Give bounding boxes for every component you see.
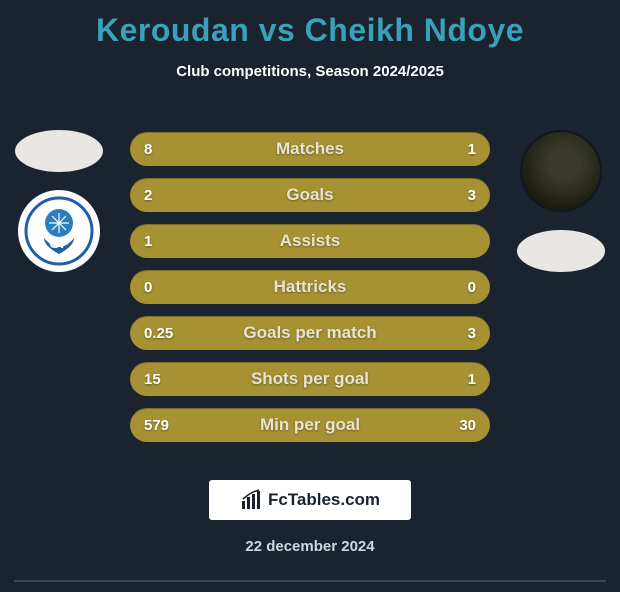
stat-right-value: 1	[468, 132, 476, 166]
stat-label: Goals	[130, 178, 490, 212]
snapshot-date: 22 december 2024	[0, 538, 620, 555]
stat-left-value: 579	[144, 408, 169, 442]
stat-left-value: 0	[144, 270, 152, 304]
club-badge-icon: GF	[24, 196, 94, 266]
stat-row-goals: 2 Goals 3	[130, 178, 490, 212]
stat-right-value: 0	[468, 270, 476, 304]
player1-club-badge: GF	[18, 190, 100, 272]
footer-block: FcTables.com 22 december 2024	[0, 462, 620, 555]
right-avatars	[516, 130, 606, 290]
stat-left-value: 2	[144, 178, 152, 212]
stat-right-value: 1	[468, 362, 476, 396]
footer-divider	[14, 580, 606, 582]
left-avatars: GF	[14, 130, 104, 290]
stat-label: Shots per goal	[130, 362, 490, 396]
stat-left-value: 1	[144, 224, 152, 258]
stat-right-value: 3	[468, 316, 476, 350]
stat-left-value: 0.25	[144, 316, 173, 350]
stat-label: Assists	[130, 224, 490, 258]
stat-label: Matches	[130, 132, 490, 166]
stat-label: Hattricks	[130, 270, 490, 304]
stat-label: Goals per match	[130, 316, 490, 350]
stat-right-value: 30	[459, 408, 476, 442]
logo-text: FcTables.com	[268, 490, 380, 510]
stat-row-matches: 8 Matches 1	[130, 132, 490, 166]
stat-row-hattricks: 0 Hattricks 0	[130, 270, 490, 304]
site-logo[interactable]: FcTables.com	[209, 480, 411, 520]
player1-silhouette	[15, 130, 103, 172]
subtitle: Club competitions, Season 2024/2025	[0, 63, 620, 80]
chart-icon	[240, 489, 262, 511]
stat-row-assists: 1 Assists	[130, 224, 490, 258]
stat-label: Min per goal	[130, 408, 490, 442]
comparison-card: Keroudan vs Cheikh Ndoye Club competitio…	[0, 12, 620, 592]
stat-row-min-per-goal: 579 Min per goal 30	[130, 408, 490, 442]
stat-row-goals-per-match: 0.25 Goals per match 3	[130, 316, 490, 350]
stat-left-value: 8	[144, 132, 152, 166]
player2-club-silhouette	[517, 230, 605, 272]
stat-bars: 8 Matches 1 2 Goals 3 1 Assists 0 Hattri…	[130, 132, 490, 454]
stat-left-value: 15	[144, 362, 161, 396]
page-title: Keroudan vs Cheikh Ndoye	[0, 12, 620, 49]
stat-row-shots-per-goal: 15 Shots per goal 1	[130, 362, 490, 396]
player2-photo	[520, 130, 602, 212]
badge-letters: GF	[49, 235, 69, 251]
stat-right-value: 3	[468, 178, 476, 212]
